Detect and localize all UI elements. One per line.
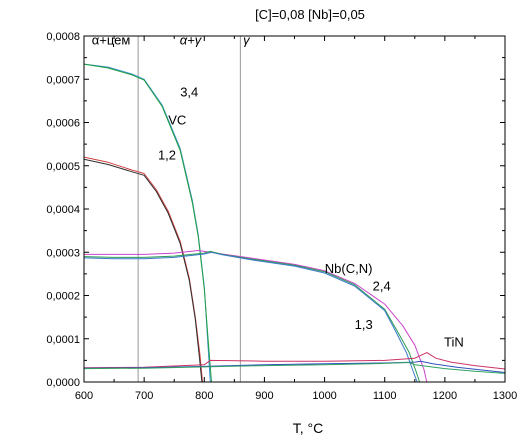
series-line-1 <box>83 63 211 383</box>
y-tick-label: 0,0006 <box>46 118 80 130</box>
y-tick-label: 0,0004 <box>46 204 80 216</box>
y-tick-label: 0,0005 <box>46 161 80 173</box>
curve-annotation: Nb(C,N) <box>325 261 373 276</box>
phase-boundaries <box>137 36 241 382</box>
curve-annotation: 3,4 <box>180 85 198 100</box>
series-line-2 <box>83 63 212 383</box>
y-tick-label: 0,0000 <box>46 377 80 389</box>
curve-annotation: 1,3 <box>355 317 373 332</box>
curve-annotations: 3,4 VC 1,2 Nb(C,N)2,4 1,3 TiN <box>158 85 464 350</box>
y-tick-label: 0,0007 <box>46 74 80 86</box>
series-line-4 <box>83 158 203 383</box>
x-tick-label: 600 <box>75 390 93 402</box>
x-tick-label: 700 <box>135 390 153 402</box>
x-tick-label: 1300 <box>493 390 517 402</box>
y-tick-label: 0,0002 <box>46 291 80 303</box>
phase-labels: α+цем α+γ γ <box>92 33 251 48</box>
series-line-7 <box>83 251 418 383</box>
x-tick-label: 900 <box>255 390 273 402</box>
phase-label: α+цем <box>92 33 131 48</box>
x-tick-label: 1000 <box>312 390 336 402</box>
series-line-6 <box>83 250 421 383</box>
x-axis-label: T, °C <box>293 420 324 436</box>
series-line-5 <box>84 250 428 383</box>
phase-label: γ <box>243 33 251 48</box>
y-tick-label: 0,0001 <box>46 334 80 346</box>
y-tick-label: 0,0003 <box>46 247 80 259</box>
series-line-3 <box>83 156 203 383</box>
chart-title: [C]=0,08 [Nb]=0,05 <box>255 7 365 22</box>
series-group <box>83 63 506 383</box>
axis-ticks <box>83 35 506 383</box>
plot-frame <box>83 35 506 383</box>
phase-label: α+γ <box>180 33 203 48</box>
x-tick-label: 1100 <box>373 390 397 402</box>
series-line-8 <box>83 352 506 370</box>
curve-annotation: 2,4 <box>373 278 391 293</box>
series-line-10 <box>83 362 506 374</box>
x-tick-label: 800 <box>195 390 213 402</box>
x-tick-labels: 600 700 800 900 1000 1100 1200 1300 <box>75 390 517 402</box>
y-tick-label: 0,0008 <box>46 31 80 43</box>
y-tick-labels: 0,0000 0,0001 0,0002 0,0003 0,0004 0,0005 0,00… <box>46 31 80 389</box>
curve-annotation: TiN <box>444 335 464 350</box>
curve-annotation: 1,2 <box>158 147 176 162</box>
curve-annotation: VC <box>168 113 186 128</box>
x-tick-label: 1200 <box>433 390 457 402</box>
